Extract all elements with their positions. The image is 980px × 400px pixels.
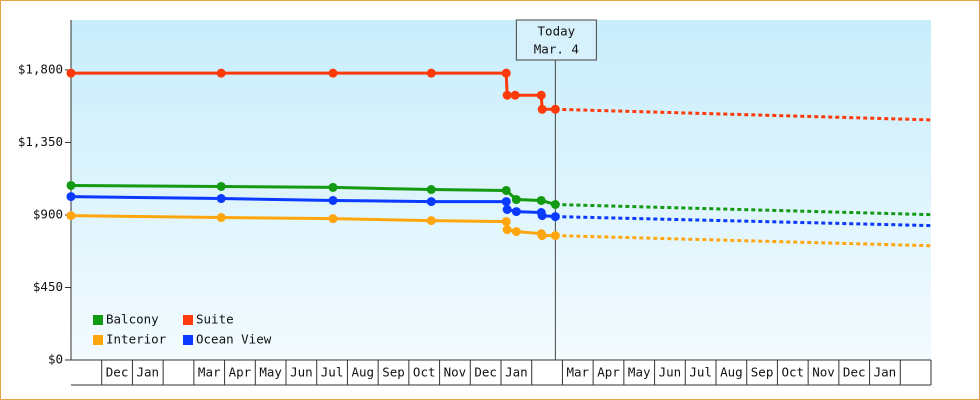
point xyxy=(426,68,436,78)
x-tick-label: Mar xyxy=(198,365,221,380)
point xyxy=(328,214,338,224)
point xyxy=(216,68,226,78)
x-tick-label: Sep xyxy=(382,365,405,380)
point xyxy=(501,68,511,78)
point xyxy=(537,211,547,221)
point xyxy=(537,231,547,241)
y-tick-label: $1,350 xyxy=(18,134,63,149)
point xyxy=(66,192,76,202)
legend-label: Balcony xyxy=(106,312,159,327)
point xyxy=(328,68,338,78)
x-tick-label: Jan xyxy=(505,365,528,380)
x-tick-label: Dec xyxy=(843,365,866,380)
x-tick-label: Nov xyxy=(812,365,835,380)
point xyxy=(501,185,511,195)
point xyxy=(510,90,520,100)
x-tick-label: Jan xyxy=(136,365,159,380)
legend-label: Suite xyxy=(196,312,234,327)
series-line xyxy=(71,71,556,111)
point xyxy=(550,231,560,241)
point xyxy=(550,104,560,114)
legend-swatch xyxy=(93,315,103,325)
legend-swatch xyxy=(93,335,103,345)
point xyxy=(501,197,511,207)
legend-swatch xyxy=(183,315,193,325)
point xyxy=(502,90,512,100)
x-tick-label: Apr xyxy=(597,365,620,380)
point xyxy=(501,217,511,227)
point xyxy=(536,195,546,205)
point xyxy=(328,182,338,192)
y-tick-label: $1,800 xyxy=(18,61,63,76)
x-tick-label: Jul xyxy=(689,365,712,380)
x-tick-label: Aug xyxy=(720,365,743,380)
point xyxy=(216,181,226,191)
x-tick-label: Jul xyxy=(321,365,344,380)
x-tick-label: Dec xyxy=(474,365,497,380)
legend-swatch xyxy=(183,335,193,345)
x-tick-label: Dec xyxy=(106,365,129,380)
x-tick-label: Nov xyxy=(444,365,467,380)
y-tick-label: $0 xyxy=(48,352,63,367)
x-tick-label: Jun xyxy=(290,365,313,380)
point xyxy=(550,200,560,210)
x-tick-label: May xyxy=(628,365,651,380)
today-label: Today xyxy=(538,24,576,39)
point xyxy=(536,90,546,100)
point xyxy=(216,213,226,223)
x-tick-label: Jan xyxy=(874,365,897,380)
point xyxy=(66,180,76,190)
point xyxy=(550,212,560,222)
x-tick-label: Apr xyxy=(229,365,252,380)
point xyxy=(537,104,547,114)
today-box xyxy=(515,19,597,61)
point xyxy=(511,207,521,217)
point xyxy=(426,185,436,195)
point xyxy=(426,216,436,226)
point xyxy=(328,195,338,205)
point xyxy=(502,225,512,235)
x-tick-label: Oct xyxy=(413,365,436,380)
x-tick-label: Sep xyxy=(751,365,774,380)
x-tick-label: Oct xyxy=(781,365,804,380)
x-tick-label: Mar xyxy=(566,365,589,380)
point xyxy=(502,204,512,214)
y-tick-label: $900 xyxy=(33,206,63,221)
today-label: Mar. 4 xyxy=(534,42,579,57)
point xyxy=(66,68,76,78)
legend-label: Interior xyxy=(106,332,167,347)
y-tick-label: $450 xyxy=(33,279,63,294)
point xyxy=(66,211,76,221)
x-tick-label: Jun xyxy=(659,365,682,380)
point xyxy=(216,194,226,204)
x-tick-label: Aug xyxy=(351,365,374,380)
point xyxy=(511,195,521,205)
legend-label: Ocean View xyxy=(196,332,272,347)
point xyxy=(426,197,436,207)
point xyxy=(511,227,521,237)
x-tick-label: May xyxy=(259,365,282,380)
